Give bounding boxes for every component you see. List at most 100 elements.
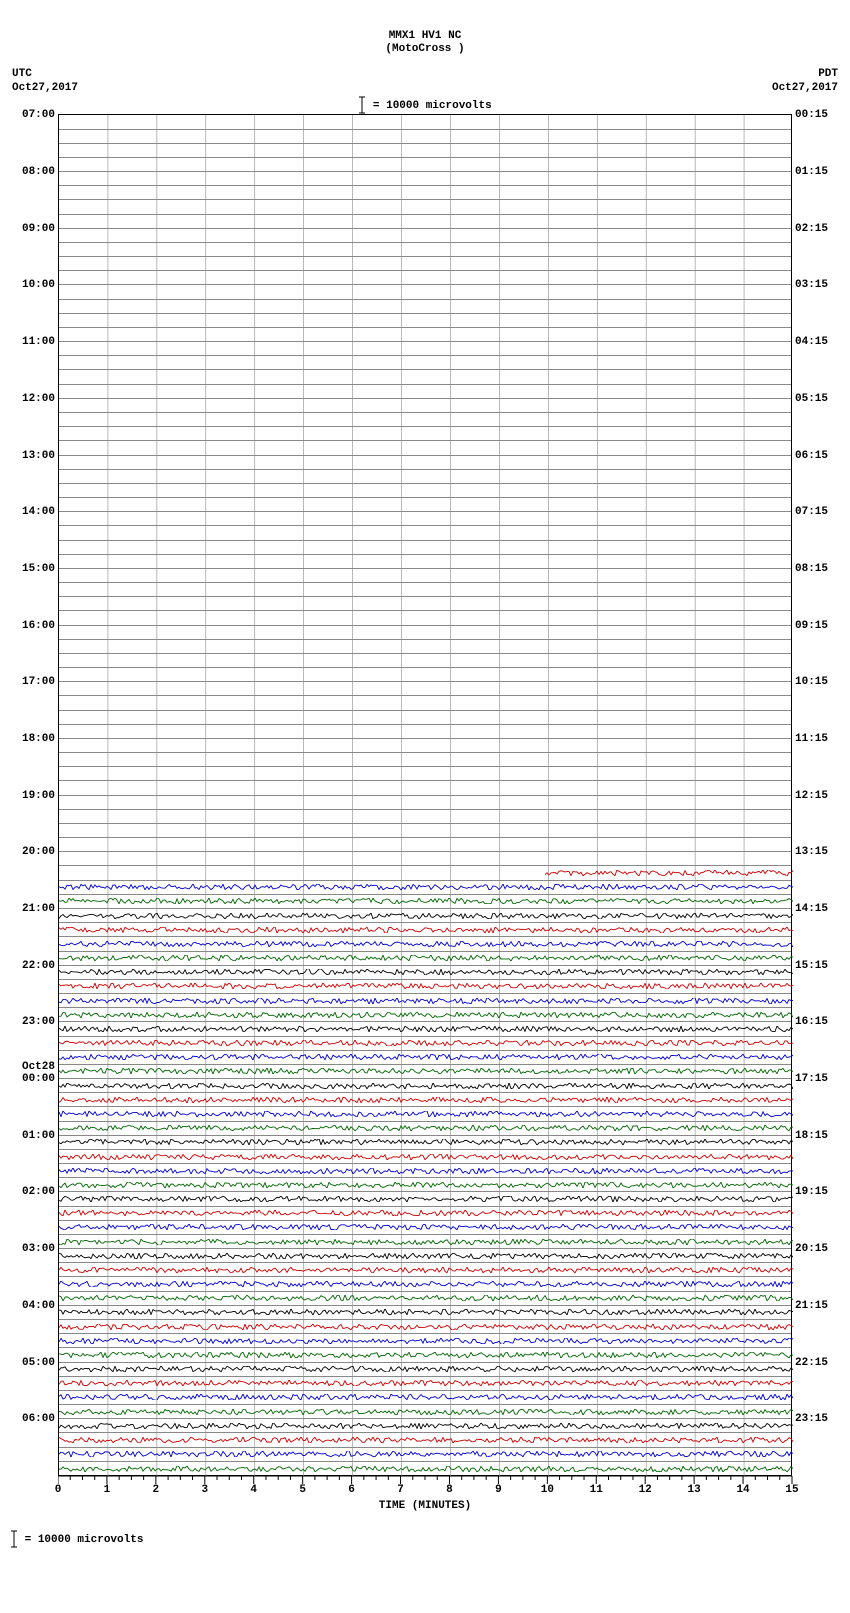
seismic-trace [59,1281,793,1287]
seismic-trace [59,1466,793,1472]
trace-row [59,300,791,314]
trace-row [59,1448,791,1462]
footer-scale-value: 10000 microvolts [38,1534,144,1546]
x-tick-label: 8 [446,1484,453,1496]
seismic-trace [59,1338,793,1344]
local-time-label: 08:15 [795,563,843,575]
trace-row: 15:0008:15 [59,569,791,583]
left-date-label: Oct27,2017 [12,82,78,95]
seismic-trace [59,1352,793,1358]
trace-row [59,1334,791,1348]
seismic-trace [59,1083,793,1089]
seismic-trace [59,1366,793,1372]
trace-row [59,1093,791,1107]
seismic-trace [59,1068,793,1074]
seismic-trace [59,1139,793,1145]
seismic-trace [59,1224,793,1230]
x-tick-label: 15 [785,1484,798,1496]
local-time-label: 22:15 [795,1357,843,1369]
local-time-label: 15:15 [795,960,843,972]
seismic-trace [59,983,793,989]
trace-row: 01:0018:15 [59,1136,791,1150]
trace-row [59,583,791,597]
seismic-trace [59,1324,793,1330]
trace-row [59,526,791,540]
trace-row [59,555,791,569]
utc-time-label: 15:00 [7,563,55,575]
local-time-label: 09:15 [795,620,843,632]
local-time-label: 11:15 [795,733,843,745]
trace-row [59,881,791,895]
trace-row [59,1178,791,1192]
utc-time-label: 13:00 [7,450,55,462]
seismic-trace [59,1026,793,1032]
seismic-trace [59,1154,793,1160]
local-time-label: 13:15 [795,846,843,858]
seismic-trace [59,1125,793,1131]
local-time-label: 12:15 [795,790,843,802]
trace-row [59,186,791,200]
seismic-trace [59,941,793,947]
station-code: MMX1 HV1 NC [0,30,850,43]
trace-row [59,994,791,1008]
seismic-trace [59,1111,793,1117]
seismic-trace [59,1097,793,1103]
seismic-trace [59,955,793,961]
utc-time-label: 16:00 [7,620,55,632]
trace-row [59,1221,791,1235]
x-tick-label: 13 [688,1484,701,1496]
trace-row [59,711,791,725]
seismic-trace [59,1196,793,1202]
x-tick-label: 6 [348,1484,355,1496]
local-time-label: 17:15 [795,1073,843,1085]
x-axis-line [58,1476,792,1484]
utc-time-label: 03:00 [7,1243,55,1255]
utc-time-label: 21:00 [7,903,55,915]
trace-row [59,314,791,328]
trace-row: 16:0009:15 [59,626,791,640]
utc-time-label: 20:00 [7,846,55,858]
x-tick-label: 0 [55,1484,62,1496]
seismic-trace [59,1437,793,1443]
trace-row [59,640,791,654]
trace-row [59,838,791,852]
seismic-trace [59,898,793,904]
trace-row [59,824,791,838]
utc-time-label: 06:00 [7,1413,55,1425]
right-tz-label: PDT [772,68,838,81]
local-time-label: 18:15 [795,1130,843,1142]
trace-row [59,980,791,994]
seismic-trace [59,998,793,1004]
seismic-trace [59,884,793,890]
amplitude-scale: = 10000 microvolts [0,96,850,114]
utc-time-label: 09:00 [7,223,55,235]
trace-row [59,470,791,484]
seismic-trace [59,870,793,876]
local-time-label: 03:15 [795,279,843,291]
trace-row: 23:0016:15 [59,1022,791,1036]
x-tick-label: 11 [590,1484,603,1496]
trace-row: 13:0006:15 [59,456,791,470]
trace-row [59,158,791,172]
trace-row [59,328,791,342]
local-time-label: 01:15 [795,166,843,178]
trace-row [59,200,791,214]
trace-row [59,654,791,668]
trace-row: 17:0010:15 [59,682,791,696]
trace-row: 08:0001:15 [59,172,791,186]
station-name: (MotoCross ) [0,43,850,56]
scale-equals: = [25,1534,38,1546]
trace-row [59,1320,791,1334]
trace-row [59,144,791,158]
trace-row [59,611,791,625]
local-time-label: 21:15 [795,1300,843,1312]
trace-row [59,1263,791,1277]
trace-row: 11:0004:15 [59,342,791,356]
trace-row: 18:0011:15 [59,739,791,753]
date-change-label: Oct28 [7,1061,55,1073]
seismic-trace [59,1394,793,1400]
local-time-label: 00:15 [795,109,843,121]
seismogram-container: MMX1 HV1 NC (MotoCross ) UTC Oct27,2017 … [0,0,850,1548]
seismic-trace [59,1409,793,1415]
seismic-trace [59,1423,793,1429]
